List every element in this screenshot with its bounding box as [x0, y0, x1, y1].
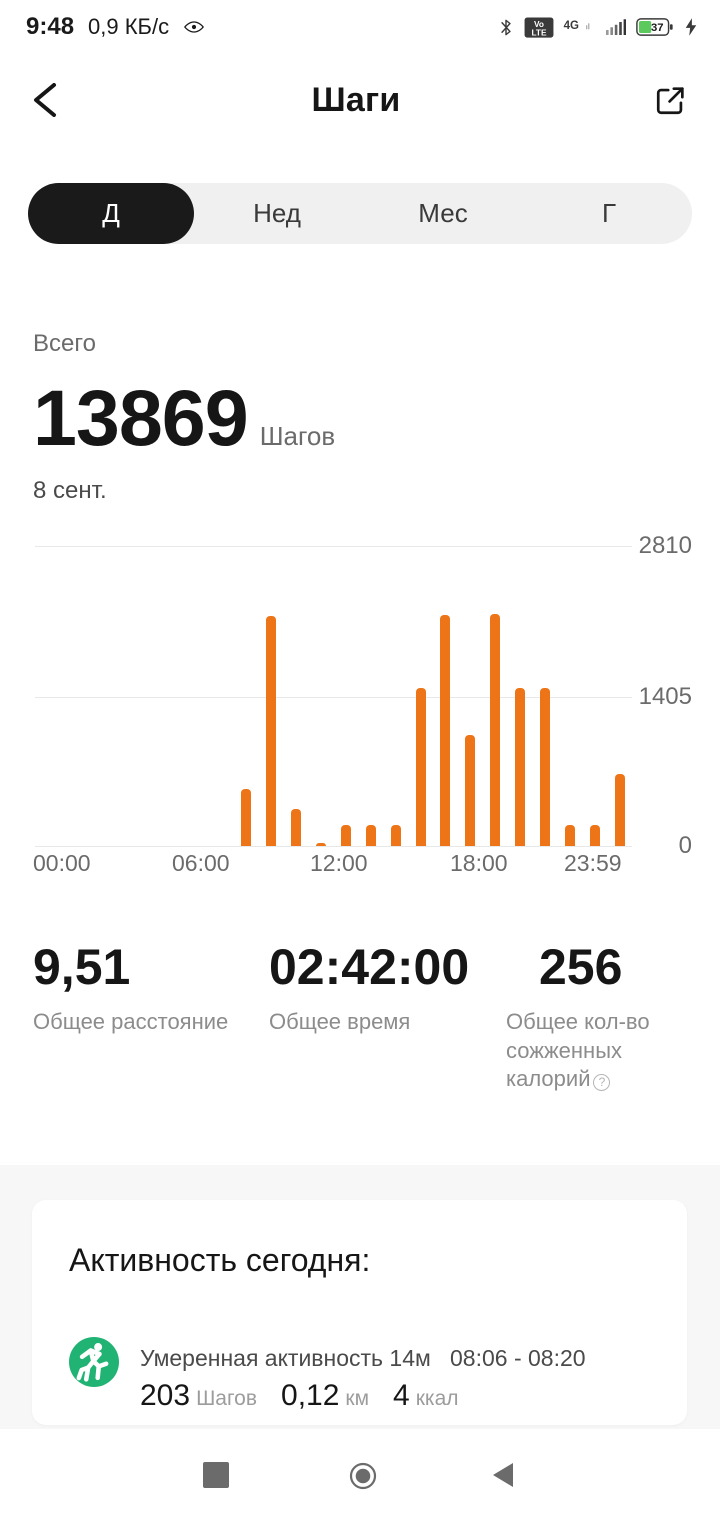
svg-text:LTE: LTE	[531, 27, 547, 37]
svg-text:37: 37	[651, 22, 664, 34]
